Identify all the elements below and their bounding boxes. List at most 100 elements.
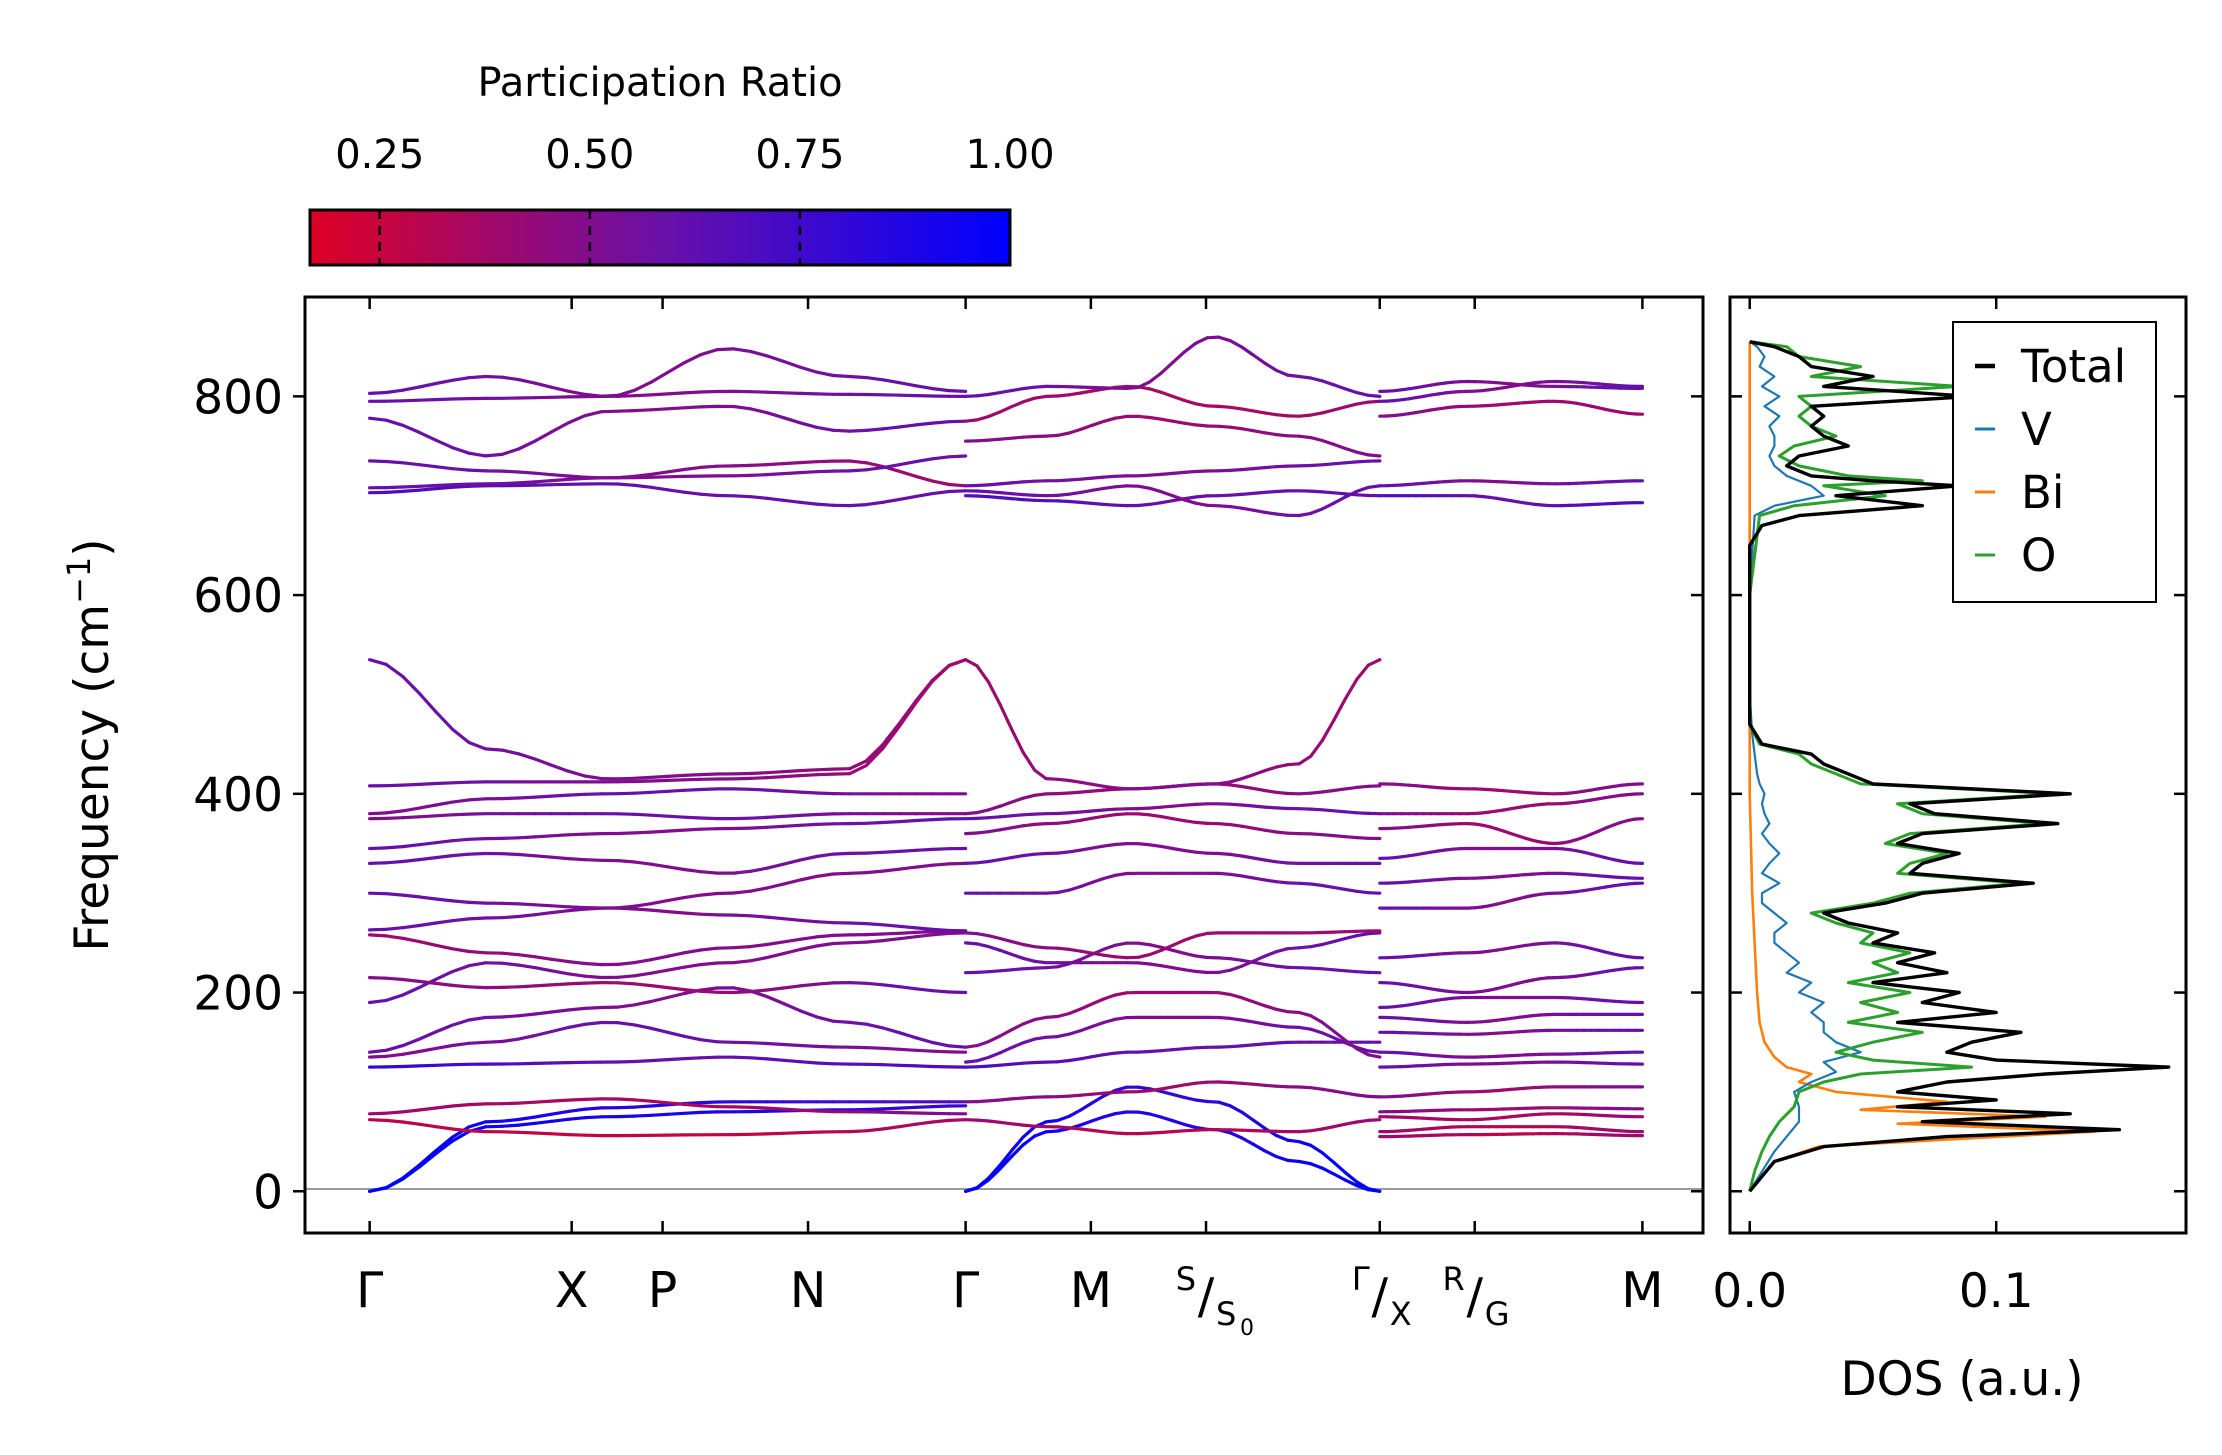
branch-segment [401,423,421,434]
branch-segment [682,390,703,395]
branch-segment [1171,966,1186,972]
branch-segment [1182,421,1198,427]
branch-segment [781,1131,802,1135]
branch-segment [401,815,421,820]
branch-segment [1343,1091,1359,1097]
branch-segment [765,814,786,820]
branch-segment [1240,407,1255,413]
branch-segment [975,816,991,821]
branch-segment [748,407,769,415]
branch-segment [384,1110,405,1115]
branch-segment [665,1030,686,1038]
branch-segment [616,1114,637,1119]
phonon-branch [368,861,968,910]
branch-segment [798,1009,819,1019]
branch-segment [1366,399,1382,404]
branch-segment [616,776,637,781]
colorbar-tick-label: 0.25 [335,132,424,178]
branch-segment [765,862,786,870]
branch-segment [1113,1110,1129,1116]
branch-segment [975,1099,991,1104]
branch-segment [1343,1170,1359,1184]
branch-segment [1366,1053,1382,1059]
branch-segment [1297,945,1313,950]
branch-segment [450,376,471,382]
branch-segment [1021,1060,1037,1065]
branch-segment [500,481,521,486]
branch-segment [986,1034,1002,1044]
phonon-branch [368,482,968,508]
branch-segment [665,1056,686,1062]
branch-segment [1332,697,1347,723]
branch-segment [450,1018,471,1027]
branch-segment [1136,484,1152,490]
branch-segment [632,860,653,866]
branch-segment [649,898,670,906]
branch-segment [1009,1096,1025,1101]
branch-segment [1320,718,1336,743]
branch-segment [1355,835,1370,840]
branch-segment [384,1043,405,1052]
branch-segment [798,1108,819,1113]
branch-segment [1159,1089,1175,1097]
branch-segment [864,850,885,855]
branch-segment [1021,793,1037,800]
branch-segment [963,831,979,836]
branch-segment [1355,1118,1370,1124]
branch-segment [1136,812,1152,817]
branch-segment [1136,941,1152,947]
branch-segment [781,917,802,922]
branch-segment [665,951,686,958]
branch-segment [533,966,554,973]
branch-segment [1009,952,1025,960]
phonon-branch [368,459,968,490]
branch-segment [1055,1094,1071,1099]
branch-segment [814,502,835,507]
branch-segment [1055,478,1071,483]
branch-segment [1171,1129,1186,1134]
phonon-branch [1378,881,1645,910]
branch-segment [384,388,405,395]
branch-segment [1240,1043,1255,1048]
branch-segment [897,1047,918,1052]
kpoint-label-composite: R / G [1442,1260,1509,1333]
branch-segment [1032,959,1048,965]
branch-segment [1274,830,1290,835]
branch-segment [1182,469,1198,474]
branch-segment [417,381,438,389]
branch-segment [848,374,868,380]
branch-segment [516,1121,537,1127]
branch-segment [748,942,769,949]
branch-segment [434,483,454,488]
branch-segment [1332,787,1347,793]
branch-segment [715,1040,736,1044]
kpoint-label: M [1070,1262,1112,1319]
branch-segment [1355,932,1370,938]
branch-segment [1044,1129,1060,1134]
branch-segment [434,969,454,981]
branch-segment [765,411,786,420]
branch-segment [583,1020,604,1026]
branch-segment [814,772,835,777]
branch-segment [434,853,454,860]
branch-segment [699,827,719,831]
branch-segment [732,959,753,965]
branch-segment [616,1059,637,1064]
branch-segment [1263,1004,1278,1011]
branch-segment [500,951,521,957]
branch-segment [1171,1083,1186,1089]
branch-segment [1297,434,1313,440]
branch-segment [1355,889,1370,895]
branch-segment [1263,431,1278,437]
branch-segment [1067,1028,1083,1036]
branch-segment [401,977,421,984]
phonon-branch [963,484,1382,518]
dos-axis-label: DOS (a.u.) [1840,1352,2083,1407]
branch-segment [500,469,521,474]
phonon-branch [368,1020,968,1059]
branch-segment [765,1131,786,1136]
branch-segment [1079,488,1094,494]
branch-segment [1228,405,1244,411]
branch-segment [682,987,703,993]
branch-segment [1309,376,1324,383]
